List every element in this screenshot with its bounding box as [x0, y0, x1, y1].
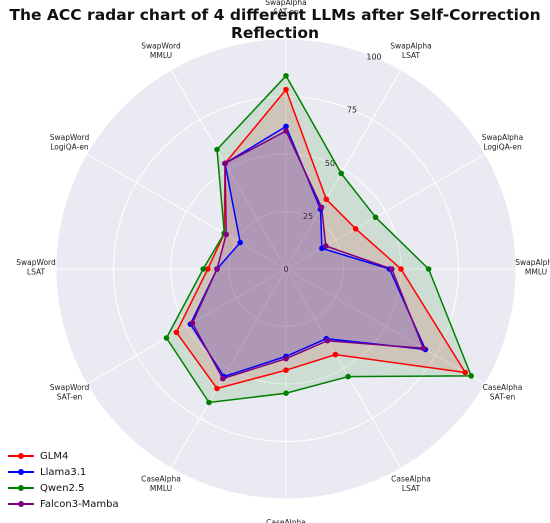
data-point [214, 385, 220, 392]
axis-label: SAT-en [57, 393, 83, 402]
axis-label: SwapWord [141, 41, 181, 50]
legend-label: Qwen2.5 [40, 482, 85, 494]
grid-spoke [285, 268, 486, 385]
axis-label: CaseAlpha [266, 518, 306, 523]
data-point [352, 226, 359, 232]
axis-label: LogiQA-en [483, 143, 522, 152]
series-fill-falcon3-mamba [192, 131, 424, 379]
legend-item: Qwen2.5 [8, 480, 119, 496]
axis-label: LogiQA-en [50, 143, 89, 152]
series-points [163, 73, 475, 406]
data-point [283, 86, 289, 93]
data-point [214, 146, 220, 153]
axis-label: CaseAlpha [141, 475, 181, 484]
axis-label: SAT-en [273, 8, 299, 17]
data-point [237, 239, 243, 246]
data-point [318, 204, 325, 211]
axis-label: SwapWord [50, 383, 90, 392]
data-point [283, 390, 289, 397]
data-point [345, 373, 351, 380]
data-point [338, 170, 345, 177]
axis-labels: SwapAlphaSAT-enSwapAlphaLSATSwapAlphaLog… [16, 0, 550, 523]
data-point [189, 320, 196, 326]
data-point [223, 231, 229, 238]
data-point [214, 266, 220, 272]
axis-label: MMLU [150, 51, 172, 60]
radial-tick-labels: 0 25 50 75 100 [283, 53, 381, 274]
legend-swatch [8, 499, 34, 509]
data-point [222, 160, 228, 167]
legend-swatch [8, 451, 34, 461]
axis-label: CaseAlpha [391, 475, 431, 484]
axis-label: CaseAlpha [483, 383, 523, 392]
data-point [283, 355, 289, 362]
data-point [205, 266, 211, 272]
data-point [323, 243, 329, 249]
axis-label: LSAT [402, 484, 421, 493]
data-point [283, 128, 289, 134]
data-point [420, 345, 427, 352]
series-fill-qwen2-5 [166, 75, 472, 403]
series-fill-llama3-1 [190, 126, 426, 377]
r-tick-label: 50 [325, 159, 335, 168]
data-point [324, 337, 331, 344]
data-point [173, 329, 180, 336]
r-tick-label: 75 [347, 106, 357, 115]
data-point [323, 196, 330, 203]
legend-item: Llama3.1 [8, 464, 119, 480]
chart-title: The ACC radar chart of 4 different LLMs … [9, 6, 541, 42]
data-point [283, 367, 289, 374]
data-point [206, 399, 212, 406]
axis-label: SwapAlpha [482, 133, 524, 142]
grid-spoke [285, 268, 402, 469]
axis-label: SwapAlpha [390, 41, 432, 50]
axis-label: LSAT [402, 51, 421, 60]
legend-label: GLM4 [40, 450, 69, 462]
data-point [200, 266, 206, 272]
series-fills [166, 75, 472, 403]
axis-label: SAT-en [490, 393, 516, 402]
data-point [398, 266, 404, 272]
legend-label: Falcon3-Mamba [40, 498, 119, 510]
data-point [389, 266, 395, 272]
data-point [220, 375, 226, 382]
data-point [425, 266, 432, 272]
legend-item: GLM4 [8, 448, 119, 464]
data-point [372, 214, 379, 221]
r-tick-label: 25 [303, 212, 313, 221]
data-point [283, 73, 289, 79]
axis-label: SwapAlpha [515, 258, 550, 267]
grid-spoke [285, 153, 486, 270]
grid-spoke [86, 268, 287, 385]
legend-swatch [8, 467, 34, 477]
data-point [283, 123, 289, 130]
legend-swatch [8, 483, 34, 493]
grid-spoke [86, 153, 287, 270]
r-tick-label: 100 [366, 53, 381, 62]
legend: GLM4 Llama3.1 Qwen2.5 Falcon3-Mamba [8, 448, 119, 512]
r-tick-label: 0 [283, 265, 288, 274]
grid-spoke [170, 268, 287, 469]
axis-label: SwapAlpha [265, 0, 307, 7]
axis-label: SwapWord [16, 258, 56, 267]
legend-item: Falcon3-Mamba [8, 496, 119, 512]
axis-label: MMLU [525, 268, 547, 277]
axis-label: SwapWord [50, 133, 90, 142]
axis-label: MMLU [150, 484, 172, 493]
data-point [332, 351, 339, 358]
data-point [163, 335, 170, 341]
data-point [462, 369, 469, 376]
data-point [468, 373, 475, 379]
grid-spoke [285, 69, 402, 270]
axis-label: LSAT [27, 268, 46, 277]
grid-spoke [170, 69, 287, 270]
legend-label: Llama3.1 [40, 466, 87, 478]
